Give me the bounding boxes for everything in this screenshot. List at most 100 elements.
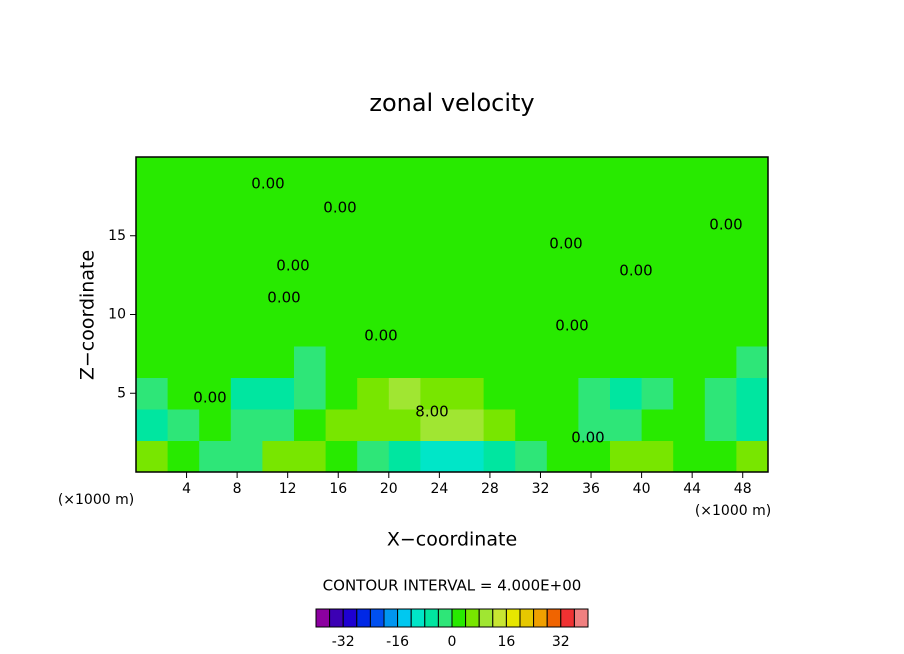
- field-cell: [388, 188, 421, 221]
- field-cell: [483, 188, 516, 221]
- x-tick-label: 8: [233, 481, 242, 497]
- field-cell: [578, 377, 611, 410]
- contour-label: 0.00: [276, 257, 309, 275]
- colorbar-box: [410, 608, 426, 628]
- x-tick-label: 40: [633, 481, 651, 497]
- contour-label: 8.00: [415, 403, 448, 421]
- field-cell: [230, 409, 263, 441]
- field-cell: [641, 440, 674, 473]
- field-cell: [515, 188, 548, 221]
- field-cell: [388, 283, 421, 315]
- x-unit-label: (×1000 m): [695, 503, 771, 519]
- field-cell: [262, 440, 295, 473]
- field-cell: [199, 283, 232, 315]
- x-unit-label: (×1000 m): [58, 492, 134, 508]
- field-cell: [230, 251, 263, 284]
- y-axis-label: Z−coordinate: [77, 250, 99, 380]
- field-cell: [452, 157, 485, 189]
- field-cell: [420, 346, 453, 378]
- field-cell: [167, 346, 200, 378]
- field-cell: [420, 377, 453, 410]
- field-cell: [167, 220, 200, 252]
- field-cell: [325, 220, 358, 252]
- field-cell: [357, 314, 390, 347]
- field-cell: [641, 220, 674, 252]
- field-cell: [704, 251, 737, 284]
- field-cell: [262, 220, 295, 252]
- field-cell: [515, 440, 548, 473]
- field-cell: [452, 188, 485, 221]
- field-cell: [515, 346, 548, 378]
- field-cell: [515, 314, 548, 347]
- field-cell: [167, 440, 200, 473]
- field-cell: [262, 377, 295, 410]
- colorbar-box: [424, 608, 439, 628]
- field-cell: [230, 188, 263, 221]
- colorbar-box: [356, 608, 371, 628]
- field-cell: [673, 377, 706, 410]
- field-cell: [610, 188, 643, 221]
- field-cell: [673, 251, 706, 284]
- field-cell: [673, 409, 706, 441]
- field-cell: [325, 346, 358, 378]
- field-cell: [578, 283, 611, 315]
- field-cell: [262, 409, 295, 441]
- field-cell: [167, 188, 200, 221]
- field-cell: [546, 251, 579, 284]
- field-cell: [704, 377, 737, 410]
- contour-label: 0.00: [251, 175, 284, 193]
- field-cell: [136, 251, 169, 284]
- field-cell: [199, 377, 232, 410]
- field-cell: [136, 440, 169, 473]
- field-cell: [388, 440, 421, 473]
- field-cell: [230, 220, 263, 252]
- colorbar-box: [465, 608, 480, 628]
- field-cell: [483, 440, 516, 473]
- field-cell: [357, 440, 390, 473]
- field-cell: [136, 377, 169, 410]
- field-cell: [294, 283, 327, 315]
- field-cell: [294, 440, 327, 473]
- field-cell: [325, 377, 358, 410]
- field-cell: [578, 440, 611, 473]
- field-cell: [388, 377, 421, 410]
- field-cell: [262, 157, 295, 189]
- field-cell: [199, 409, 232, 441]
- colorbar-box: [478, 608, 494, 628]
- field-cell: [483, 377, 516, 410]
- field-cell: [294, 251, 327, 284]
- field-cell: [578, 346, 611, 378]
- field-cell: [610, 157, 643, 189]
- field-cell: [420, 157, 453, 189]
- field-cell: [230, 377, 263, 410]
- field-cell: [357, 409, 390, 441]
- field-cell: [704, 346, 737, 378]
- field-cell: [641, 346, 674, 378]
- field-cell: [325, 157, 358, 189]
- field-cell: [641, 251, 674, 284]
- colorbar-tick-label: -16: [386, 634, 409, 650]
- x-tick-label: 44: [683, 481, 701, 497]
- field-cell: [325, 409, 358, 441]
- field-cell: [610, 314, 643, 347]
- field-cell: [610, 440, 643, 473]
- colorbar-box: [383, 608, 399, 628]
- field-cell: [199, 188, 232, 221]
- field-cell: [136, 283, 169, 315]
- field-cell: [357, 220, 390, 252]
- x-tick-label: 28: [481, 481, 499, 497]
- x-tick-label: 24: [430, 481, 448, 497]
- field-cell: [515, 220, 548, 252]
- field-cell: [388, 346, 421, 378]
- field-cell: [325, 314, 358, 347]
- field-cell: [294, 346, 327, 378]
- contour-interval: CONTOUR INTERVAL = 4.000E+00: [323, 577, 582, 595]
- field-cell: [420, 314, 453, 347]
- contour-label: 0.00: [549, 235, 582, 253]
- field-cell: [515, 409, 548, 441]
- field-cell: [736, 251, 769, 284]
- x-tick-label: 48: [734, 481, 752, 497]
- colorbar-box: [369, 608, 385, 628]
- field-cell: [294, 314, 327, 347]
- field-cell: [199, 157, 232, 189]
